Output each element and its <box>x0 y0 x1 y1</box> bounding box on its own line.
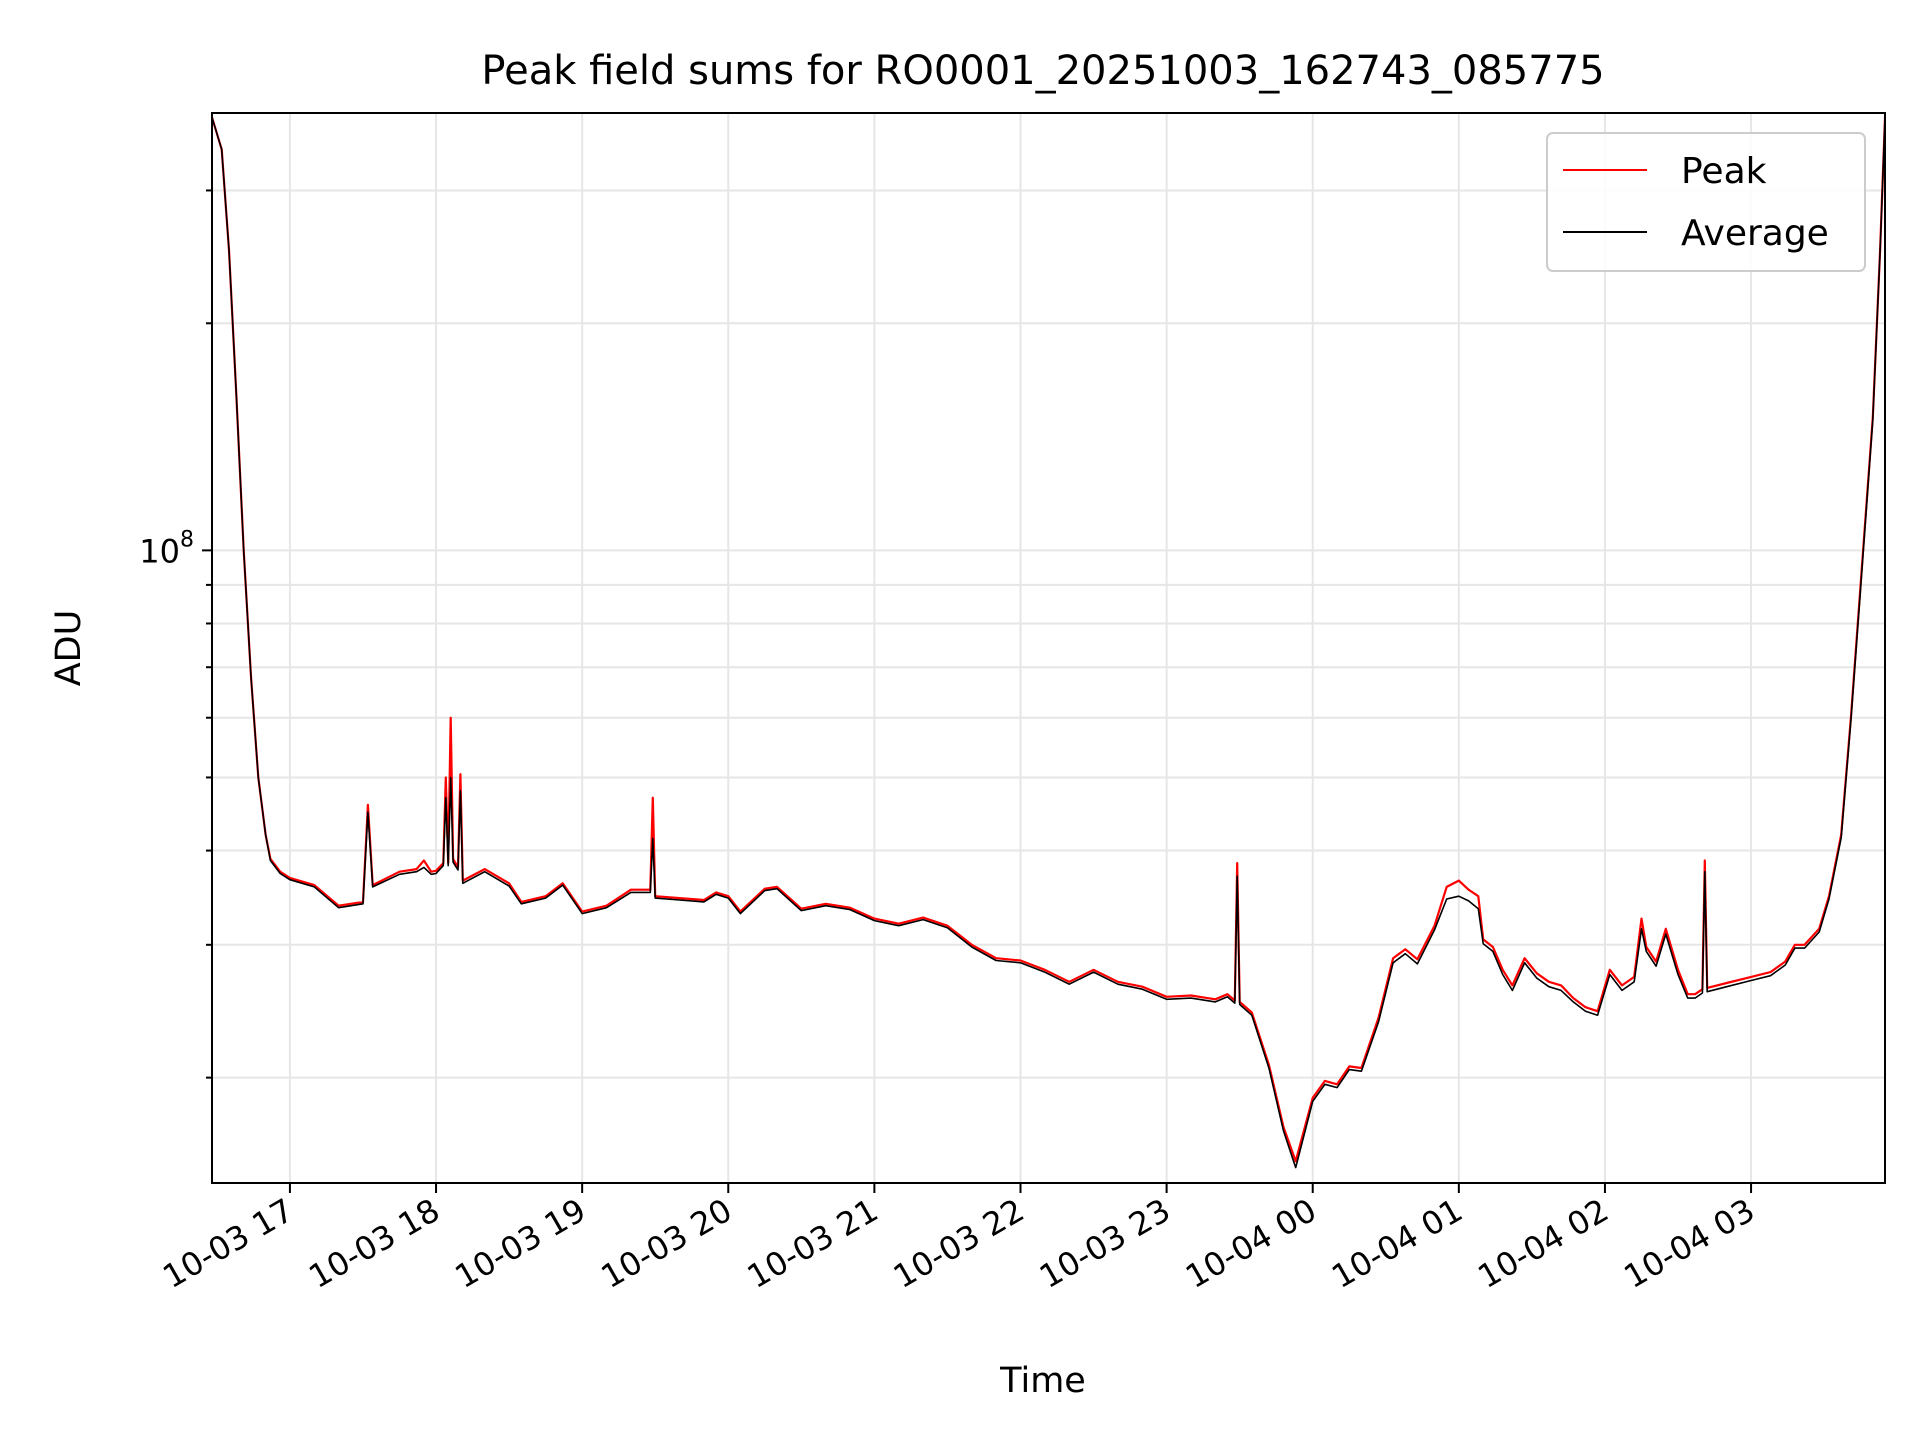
legend: Peak Average <box>1546 132 1866 272</box>
legend-box <box>1546 132 1866 272</box>
series-line-average <box>212 117 1885 1169</box>
x-axis-label: Time <box>999 1361 1086 1401</box>
legend-label: Peak <box>1681 151 1767 192</box>
y-tick-label: 108 <box>139 527 194 570</box>
y-axis: 108 <box>139 189 212 1079</box>
y-axis-label: ADU <box>49 610 89 687</box>
plot-area <box>212 116 1885 1169</box>
chart-title: Peak field sums for RO0001_20251003_1627… <box>481 48 1604 94</box>
series-line-peak <box>212 116 1885 1163</box>
legend-label: Average <box>1681 213 1829 254</box>
plot-frame <box>211 112 1886 1184</box>
